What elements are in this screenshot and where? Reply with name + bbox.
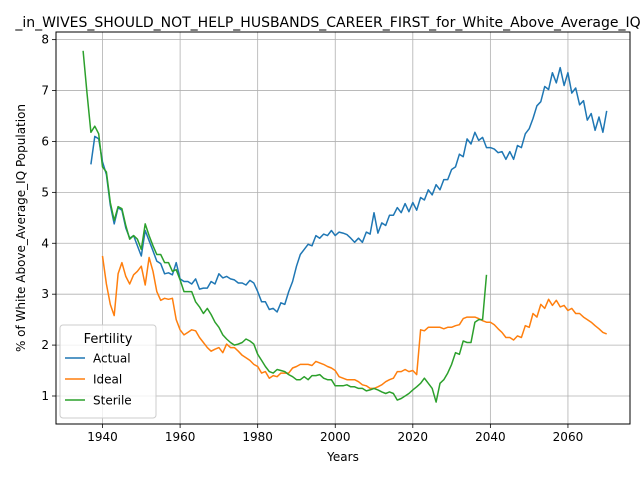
legend-label-ideal: Ideal bbox=[93, 373, 122, 387]
series-line-sterile bbox=[82, 50, 488, 403]
x-tick-label: 2000 bbox=[320, 430, 351, 444]
legend-title: Fertility bbox=[84, 332, 133, 347]
series-line-actual bbox=[90, 66, 608, 313]
legend: Fertility Actual Ideal Sterile bbox=[59, 324, 157, 419]
y-tick-label: 4 bbox=[41, 236, 49, 250]
y-tick-label: 6 bbox=[41, 134, 49, 148]
x-tick-label: 2060 bbox=[553, 430, 584, 444]
y-tick-label: 7 bbox=[41, 84, 49, 98]
y-tick-label: 5 bbox=[41, 185, 49, 199]
chart-title: _in_WIVES_SHOULD_NOT_HELP_HUSBANDS_CAREE… bbox=[14, 15, 640, 31]
series-lines bbox=[82, 50, 608, 403]
legend-label-actual: Actual bbox=[93, 352, 131, 366]
y-axis-label: % of White Above_Average_IQ Population bbox=[14, 104, 28, 352]
axes-frame bbox=[55, 31, 631, 425]
x-tick-label: 1960 bbox=[165, 430, 196, 444]
legend-box bbox=[59, 324, 157, 419]
legend-label-sterile: Sterile bbox=[93, 394, 132, 408]
x-tick-label: 2040 bbox=[475, 430, 506, 444]
x-tick-label: 2020 bbox=[398, 430, 429, 444]
y-tick-label: 8 bbox=[41, 33, 49, 47]
x-axis-label: Years bbox=[326, 450, 359, 464]
y-tick-label: 1 bbox=[41, 389, 49, 403]
y-tick-label: 3 bbox=[41, 287, 49, 301]
x-tick-label: 1980 bbox=[242, 430, 273, 444]
series-line-ideal bbox=[101, 255, 607, 390]
x-tick-label: 1940 bbox=[87, 430, 118, 444]
axis-ticks: 1940 1960 1980 2000 2020 2040 2060 1 2 3 4 5 6 7 8 bbox=[41, 33, 583, 444]
y-tick-label: 2 bbox=[41, 338, 49, 352]
legend-entries: Actual Ideal Sterile bbox=[65, 352, 132, 408]
